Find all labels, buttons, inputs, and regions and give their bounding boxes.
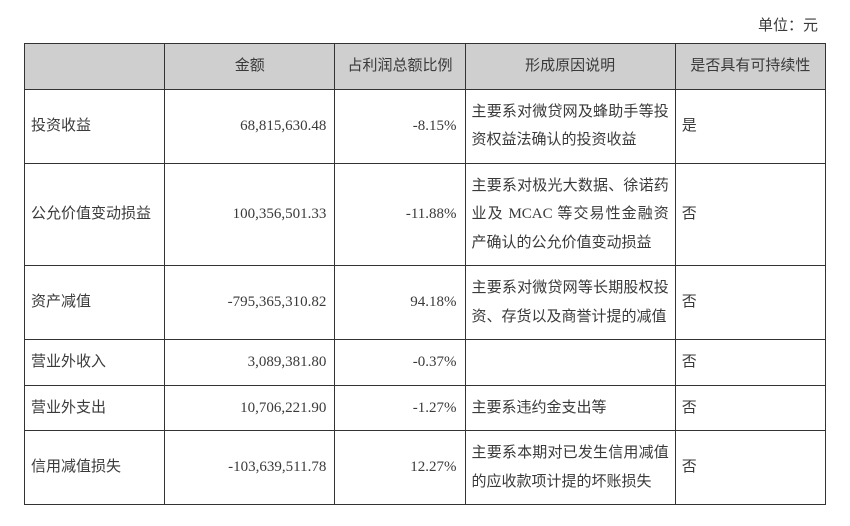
cell-label: 信用减值损失 xyxy=(25,431,165,505)
table-header-row: 金额 占利润总额比例 形成原因说明 是否具有可持续性 xyxy=(25,44,826,90)
col-header-item xyxy=(25,44,165,90)
cell-desc xyxy=(465,340,675,386)
cell-desc: 主要系违约金支出等 xyxy=(465,385,675,431)
cell-amount: -795,365,310.82 xyxy=(165,266,335,340)
cell-label: 营业外收入 xyxy=(25,340,165,386)
cell-amount: 68,815,630.48 xyxy=(165,89,335,163)
unit-label: 单位：元 xyxy=(24,10,826,43)
cell-ratio: -0.37% xyxy=(335,340,465,386)
col-header-desc: 形成原因说明 xyxy=(465,44,675,90)
col-header-amount: 金额 xyxy=(165,44,335,90)
cell-amount: -103,639,511.78 xyxy=(165,431,335,505)
cell-amount: 10,706,221.90 xyxy=(165,385,335,431)
cell-desc: 主要系对微贷网及蜂助手等投资权益法确认的投资收益 xyxy=(465,89,675,163)
cell-sustain: 否 xyxy=(675,266,825,340)
cell-sustain: 否 xyxy=(675,340,825,386)
cell-desc: 主要系对极光大数据、徐诺药业及 MCAC 等交易性金融资产确认的公允价值变动损益 xyxy=(465,163,675,266)
cell-amount: 100,356,501.33 xyxy=(165,163,335,266)
col-header-sustain: 是否具有可持续性 xyxy=(675,44,825,90)
cell-ratio: -8.15% xyxy=(335,89,465,163)
table-row: 投资收益 68,815,630.48 -8.15% 主要系对微贷网及蜂助手等投资… xyxy=(25,89,826,163)
cell-ratio: -1.27% xyxy=(335,385,465,431)
table-row: 营业外收入 3,089,381.80 -0.37% 否 xyxy=(25,340,826,386)
cell-label: 营业外支出 xyxy=(25,385,165,431)
cell-amount: 3,089,381.80 xyxy=(165,340,335,386)
cell-label: 公允价值变动损益 xyxy=(25,163,165,266)
cell-desc: 主要系对微贷网等长期股权投资、存货以及商誉计提的减值 xyxy=(465,266,675,340)
col-header-ratio: 占利润总额比例 xyxy=(335,44,465,90)
table-row: 营业外支出 10,706,221.90 -1.27% 主要系违约金支出等 否 xyxy=(25,385,826,431)
cell-ratio: 94.18% xyxy=(335,266,465,340)
table-row: 公允价值变动损益 100,356,501.33 -11.88% 主要系对极光大数… xyxy=(25,163,826,266)
cell-sustain: 否 xyxy=(675,385,825,431)
cell-ratio: -11.88% xyxy=(335,163,465,266)
cell-label: 资产减值 xyxy=(25,266,165,340)
cell-desc: 主要系本期对已发生信用减值的应收款项计提的坏账损失 xyxy=(465,431,675,505)
financial-table: 金额 占利润总额比例 形成原因说明 是否具有可持续性 投资收益 68,815,6… xyxy=(24,43,826,505)
cell-sustain: 否 xyxy=(675,163,825,266)
cell-label: 投资收益 xyxy=(25,89,165,163)
table-row: 资产减值 -795,365,310.82 94.18% 主要系对微贷网等长期股权… xyxy=(25,266,826,340)
cell-sustain: 是 xyxy=(675,89,825,163)
cell-ratio: 12.27% xyxy=(335,431,465,505)
cell-sustain: 否 xyxy=(675,431,825,505)
table-row: 信用减值损失 -103,639,511.78 12.27% 主要系本期对已发生信… xyxy=(25,431,826,505)
